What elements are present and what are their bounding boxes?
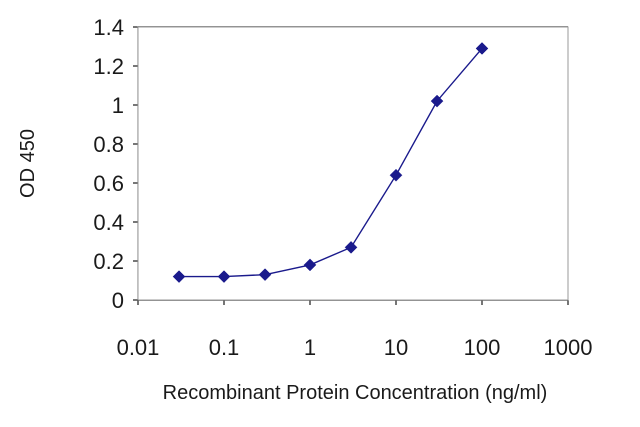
y-tick-label: 0 [112,288,124,313]
y-axis-title: OD 450 [17,129,39,198]
x-tick-label: 0.01 [117,335,160,360]
x-tick-label: 1 [304,335,316,360]
y-tick-label: 1.2 [93,54,124,79]
data-point [430,94,444,108]
series-layer [172,42,489,283]
y-tick-label: 0.8 [93,132,124,157]
data-point [475,42,489,55]
y-tick-label: 1.4 [93,15,124,40]
x-tick-label: 1000 [544,335,593,360]
x-tick-labels: 0.01 0.1 1 10 100 1000 [117,335,593,360]
data-point [344,240,358,254]
x-axis-title: Recombinant Protein Concentration (ng/ml… [163,382,548,404]
data-point [172,270,186,283]
x-tick-label: 100 [464,335,501,360]
y-tick-labels: 0 0.2 0.4 0.6 0.8 1 1.2 1.4 [93,15,124,313]
data-point [217,270,231,283]
y-tick-label: 0.4 [93,210,124,235]
series-line [179,47,483,278]
data-point [258,268,272,282]
data-point [389,168,403,182]
data-point [303,258,317,272]
x-tick-label: 10 [384,335,408,360]
plot-frame [137,26,569,301]
y-tick-label: 0.2 [93,249,124,274]
x-tick-label: 0.1 [209,335,240,360]
y-tick-label: 0.6 [93,171,124,196]
y-tick-label: 1 [112,93,124,118]
